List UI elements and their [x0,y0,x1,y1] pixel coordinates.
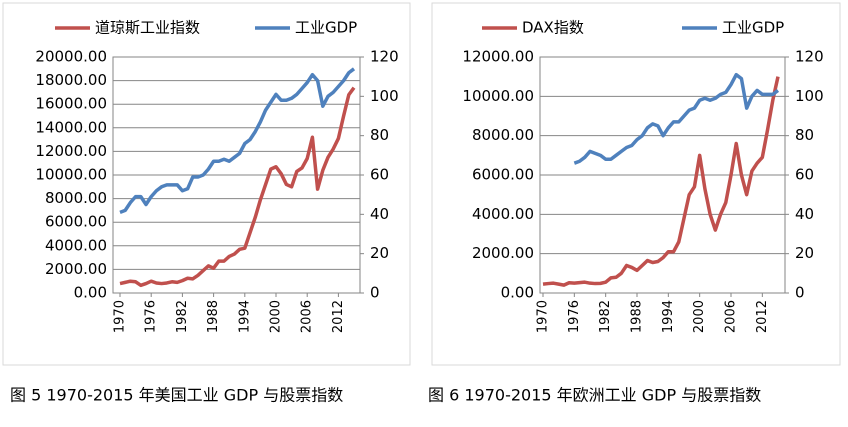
caption: 图 5 1970-2015 年美国工业 GDP 与股票指数 [10,386,343,405]
y-tick-label: 8000.00 [472,126,534,144]
x-tick-label: 1976 [144,300,159,333]
y2-tick-label: 40 [795,205,814,223]
y-tick-label: 6000.00 [45,213,107,231]
y2-tick-label: 0 [370,284,380,302]
series-line [542,76,780,287]
y-tick-label: 20000.00 [35,48,107,66]
y-tick-label: 8000.00 [45,189,107,207]
x-tick-label: 1982 [175,300,190,333]
y2-tick-label: 100 [795,87,824,105]
x-tick-label: 1988 [630,300,645,333]
x-tick-label: 2012 [331,300,346,333]
x-tick-label: 2006 [724,300,739,333]
y-tick-label: 4000.00 [472,205,534,223]
y-tick-label: 10000.00 [35,166,107,184]
series-line [573,72,780,165]
y2-tick-label: 120 [370,48,399,66]
y2-tick-label: 60 [795,166,814,184]
x-tick-label: 1988 [206,300,221,333]
x-tick-label: 1970 [113,300,128,333]
y2-tick-label: 80 [795,126,814,144]
y-tick-label: 14000.00 [35,118,107,136]
series-line [119,86,356,288]
y-tick-label: 16000.00 [35,95,107,113]
y-tick-label: 10000.00 [462,87,534,105]
y-tick-label: 2000.00 [45,260,107,278]
legend-label: 工业GDP [722,19,784,37]
caption: 图 6 1970-2015 年欧洲工业 GDP 与股票指数 [428,386,761,405]
y2-tick-label: 120 [795,48,824,66]
x-tick-label: 1994 [661,300,676,333]
y2-tick-label: 20 [370,244,389,262]
x-tick-label: 2000 [692,300,707,333]
y2-tick-label: 40 [370,205,389,223]
y-tick-label: 0.00 [501,284,534,302]
y2-tick-label: 100 [370,87,399,105]
x-tick-label: 2000 [269,300,284,333]
x-tick-label: 2006 [300,300,315,333]
x-tick-label: 1970 [536,300,551,333]
legend-label: 道琼斯工业指数 [95,19,200,37]
y2-tick-label: 0 [795,284,805,302]
y-tick-label: 0.00 [74,284,107,302]
y2-tick-label: 60 [370,166,389,184]
legend-label: 工业GDP [295,19,357,37]
y-tick-label: 4000.00 [45,236,107,254]
y2-tick-label: 20 [795,244,814,262]
y-tick-label: 6000.00 [472,166,534,184]
x-tick-label: 2012 [755,300,770,333]
legend-label: DAX指数 [522,19,584,37]
y-tick-label: 12000.00 [462,48,534,66]
x-tick-label: 1982 [598,300,613,333]
y-tick-label: 18000.00 [35,71,107,89]
y2-tick-label: 80 [370,126,389,144]
chart-frame [2,2,411,366]
x-tick-label: 1976 [567,300,582,333]
chart-frame [431,2,841,366]
y-tick-label: 12000.00 [35,142,107,160]
series-line [119,67,356,215]
x-tick-label: 1994 [237,300,252,333]
y-tick-label: 2000.00 [472,244,534,262]
